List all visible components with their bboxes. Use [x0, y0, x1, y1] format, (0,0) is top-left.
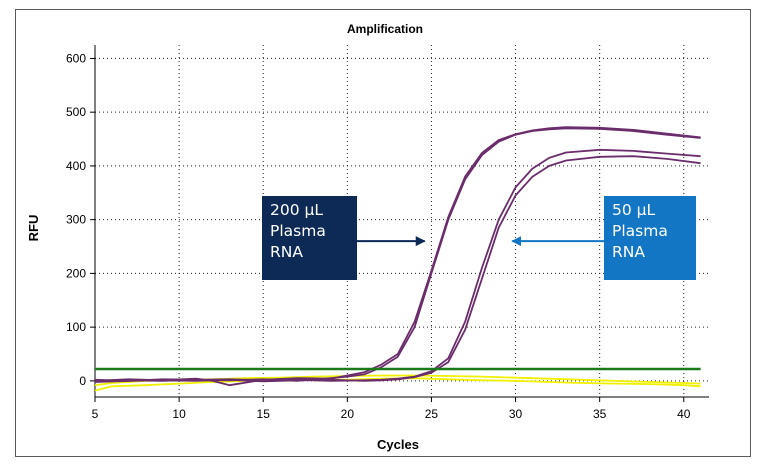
y-tick-label: 200: [66, 266, 86, 280]
chart-title: Amplification: [347, 22, 423, 36]
annotation-200ul-plasma-rna: 200 µL Plasma RNA: [262, 196, 357, 280]
y-tick-label: 500: [66, 105, 86, 119]
x-tick-label: 25: [425, 407, 439, 421]
x-tick-label: 35: [593, 407, 607, 421]
x-tick-label: 20: [341, 407, 355, 421]
annotation-line: RNA: [270, 243, 303, 261]
annotation-line: Plasma: [612, 222, 668, 240]
x-axis-title: Cycles: [377, 437, 419, 452]
y-axis-title: RFU: [26, 215, 41, 242]
series-line-purple: [94, 126, 701, 387]
x-tick-label: 10: [172, 407, 186, 421]
annotation-line: 200 µL: [270, 201, 324, 219]
y-tick-label: 400: [66, 159, 86, 173]
annotation-line: 50 µL: [612, 201, 656, 219]
y-tick-label: 300: [66, 213, 86, 227]
annotation-50ul-plasma-rna: 50 µL Plasma RNA: [604, 196, 696, 280]
y-tick-label: 0: [79, 374, 86, 388]
annotation-line: RNA: [612, 243, 645, 261]
x-tick-label: 40: [677, 407, 691, 421]
x-tick-label: 30: [509, 407, 523, 421]
y-tick-label: 600: [66, 51, 86, 65]
y-tick-label: 100: [66, 320, 86, 334]
annotation-line: Plasma: [270, 222, 326, 240]
series-line-purple: [94, 155, 701, 383]
x-tick-label: 5: [92, 407, 99, 421]
x-tick-label: 15: [257, 407, 271, 421]
